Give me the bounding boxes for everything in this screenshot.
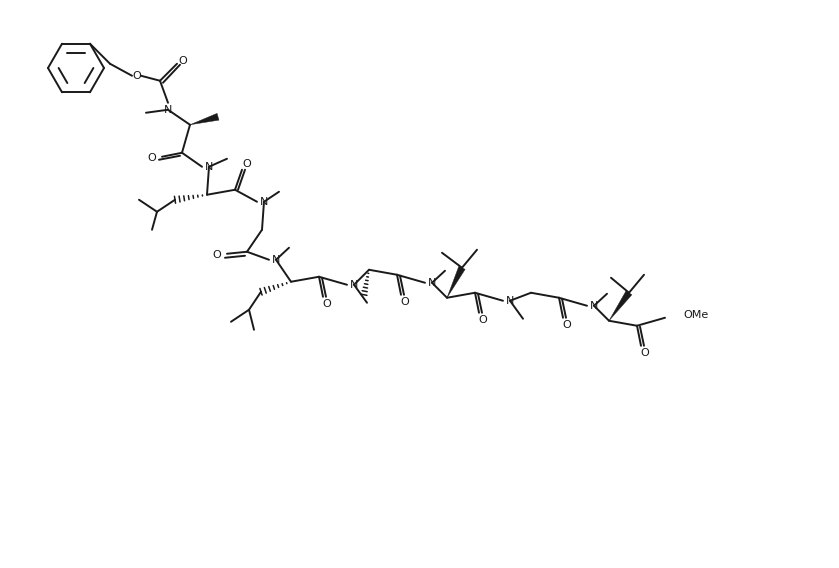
Text: N: N [506, 296, 514, 306]
Text: OMe: OMe [683, 310, 708, 320]
Text: N: N [260, 197, 268, 207]
Polygon shape [609, 291, 632, 321]
Text: O: O [641, 348, 649, 358]
Text: N: N [428, 278, 436, 288]
Text: O: O [563, 320, 571, 330]
Text: N: N [590, 300, 598, 311]
Polygon shape [190, 114, 219, 125]
Text: O: O [242, 158, 252, 169]
Text: O: O [148, 153, 156, 163]
Text: O: O [179, 56, 187, 66]
Text: N: N [164, 105, 172, 115]
Text: O: O [212, 250, 221, 260]
Text: O: O [478, 315, 487, 325]
Text: O: O [323, 299, 331, 309]
Text: N: N [272, 255, 280, 265]
Text: N: N [350, 280, 358, 290]
Polygon shape [447, 266, 465, 298]
Text: N: N [205, 162, 213, 172]
Text: O: O [133, 71, 142, 81]
Text: O: O [401, 296, 409, 307]
